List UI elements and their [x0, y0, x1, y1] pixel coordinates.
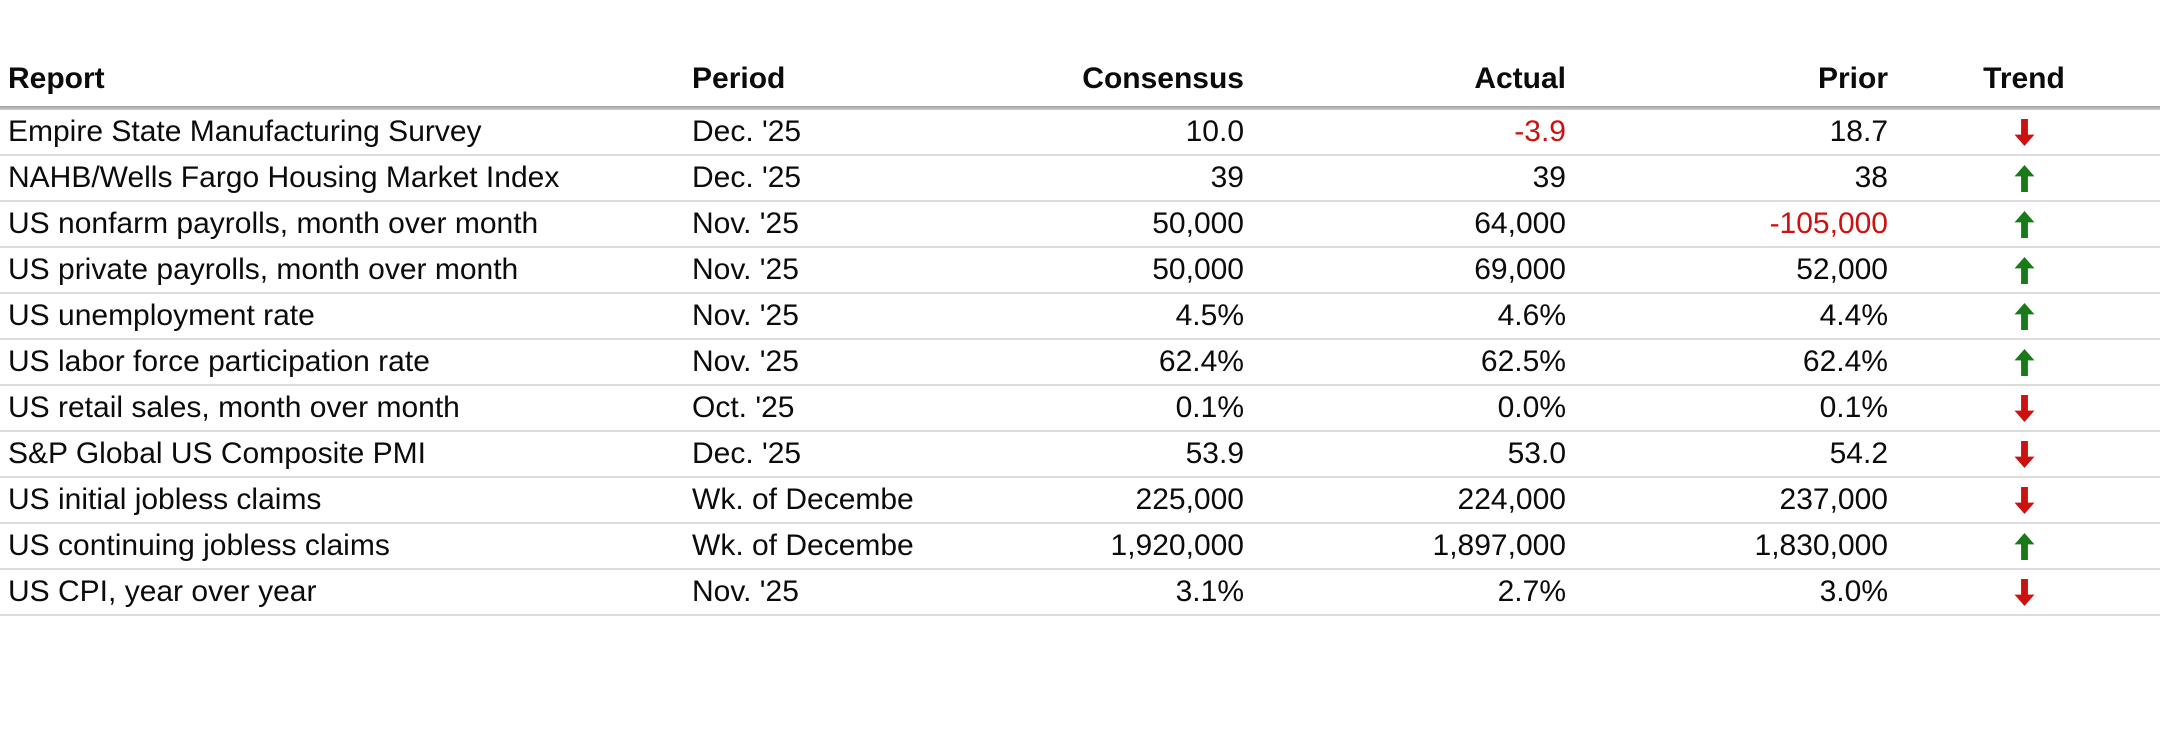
cell-actual-value: 62.5%: [1480, 345, 1566, 378]
economic-reports-table: Report Period Consensus Actual Prior Tre…: [0, 52, 2160, 616]
cell-prior-value: 0.1%: [1819, 391, 1888, 424]
cell-report-name: US CPI, year over year: [8, 575, 317, 608]
table-row: S&P Global US Composite PMI Dec. '25 53.…: [0, 432, 2160, 478]
cell-prior-value: 4.4%: [1819, 299, 1888, 332]
cell-report-name: Empire State Manufacturing Survey: [8, 115, 482, 148]
table-row: US private payrolls, month over month No…: [0, 248, 2160, 294]
cell-prior-value: 1,830,000: [1754, 529, 1888, 562]
cell-actual-value: 2.7%: [1497, 575, 1566, 608]
table-row: US continuing jobless claims Wk. of Dece…: [0, 524, 2160, 570]
cell-actual-value: 69,000: [1474, 253, 1566, 286]
trend-arrow-icon: [2014, 118, 2034, 146]
cell-prior-value: -105,000: [1769, 207, 1888, 240]
cell-trend: [1888, 348, 2160, 376]
cell-trend: [1888, 486, 2160, 514]
cell-report-name: US unemployment rate: [8, 299, 315, 332]
cell-report-name: US initial jobless claims: [8, 483, 322, 516]
cell-consensus-value: 225,000: [1135, 483, 1244, 516]
header-divider-rule: [0, 106, 2160, 110]
cell-trend: [1888, 394, 2160, 422]
cell-trend: [1888, 164, 2160, 192]
cell-actual-value: 224,000: [1457, 483, 1566, 516]
cell-report-name: US private payrolls, month over month: [8, 253, 519, 286]
cell-consensus-value: 50,000: [1152, 207, 1244, 240]
cell-report-name: S&P Global US Composite PMI: [8, 437, 426, 470]
trend-arrow-icon: [2014, 256, 2034, 284]
cell-period: Nov. '25: [692, 253, 799, 286]
cell-period: Dec. '25: [692, 115, 802, 148]
cell-consensus-value: 1,920,000: [1110, 529, 1244, 562]
cell-consensus-value: 50,000: [1152, 253, 1244, 286]
trend-arrow-icon: [2014, 440, 2034, 468]
cell-trend: [1888, 118, 2160, 146]
cell-trend: [1888, 302, 2160, 330]
cell-prior-value: 18.7: [1829, 115, 1888, 148]
trend-arrow-icon: [2014, 486, 2034, 514]
trend-arrow-icon: [2014, 302, 2034, 330]
column-header-actual: Actual: [1474, 62, 1566, 95]
cell-period: Wk. of Decembe: [692, 529, 914, 562]
cell-actual-value: 4.6%: [1497, 299, 1566, 332]
table-row: NAHB/Wells Fargo Housing Market Index De…: [0, 156, 2160, 202]
table-row: Empire State Manufacturing Survey Dec. '…: [0, 110, 2160, 156]
column-header-prior: Prior: [1817, 62, 1888, 95]
cell-consensus-value: 0.1%: [1175, 391, 1244, 424]
cell-prior-value: 237,000: [1779, 483, 1888, 516]
table-row: US nonfarm payrolls, month over month No…: [0, 202, 2160, 248]
cell-consensus-value: 53.9: [1185, 437, 1244, 470]
cell-period: Nov. '25: [692, 575, 799, 608]
column-header-report: Report: [8, 62, 105, 95]
cell-trend: [1888, 532, 2160, 560]
cell-period: Oct. '25: [692, 391, 795, 424]
table-row: US labor force participation rate Nov. '…: [0, 340, 2160, 386]
cell-prior-value: 52,000: [1796, 253, 1888, 286]
cell-actual-value: 0.0%: [1497, 391, 1566, 424]
table-row: US CPI, year over year Nov. '25 3.1% 2.7…: [0, 570, 2160, 616]
cell-trend: [1888, 256, 2160, 284]
column-header-consensus: Consensus: [1082, 62, 1244, 95]
cell-report-name: US labor force participation rate: [8, 345, 430, 378]
cell-consensus-value: 10.0: [1185, 115, 1244, 148]
table-body: Empire State Manufacturing Survey Dec. '…: [0, 110, 2160, 616]
cell-period: Dec. '25: [692, 161, 802, 194]
cell-consensus-value: 3.1%: [1175, 575, 1244, 608]
cell-period: Nov. '25: [692, 345, 799, 378]
trend-arrow-icon: [2014, 210, 2034, 238]
cell-consensus-value: 4.5%: [1175, 299, 1244, 332]
cell-consensus-value: 62.4%: [1158, 345, 1244, 378]
trend-arrow-icon: [2014, 164, 2034, 192]
cell-period: Nov. '25: [692, 207, 799, 240]
cell-consensus-value: 39: [1210, 161, 1244, 194]
cell-period: Wk. of Decembe: [692, 483, 914, 516]
trend-arrow-icon: [2014, 532, 2034, 560]
cell-prior-value: 62.4%: [1802, 345, 1888, 378]
trend-arrow-icon: [2014, 578, 2034, 606]
cell-actual-value: 53.0: [1507, 437, 1566, 470]
cell-trend: [1888, 210, 2160, 238]
cell-trend: [1888, 440, 2160, 468]
trend-arrow-icon: [2014, 348, 2034, 376]
table-row: US unemployment rate Nov. '25 4.5% 4.6% …: [0, 294, 2160, 340]
table-row: US retail sales, month over month Oct. '…: [0, 386, 2160, 432]
cell-actual-value: 39: [1532, 161, 1566, 194]
cell-prior-value: 38: [1854, 161, 1888, 194]
column-header-period: Period: [692, 62, 786, 95]
cell-actual-value: -3.9: [1514, 115, 1566, 148]
cell-report-name: NAHB/Wells Fargo Housing Market Index: [8, 161, 560, 194]
trend-arrow-icon: [2014, 394, 2034, 422]
cell-prior-value: 54.2: [1829, 437, 1888, 470]
cell-period: Dec. '25: [692, 437, 802, 470]
cell-period: Nov. '25: [692, 299, 799, 332]
cell-prior-value: 3.0%: [1819, 575, 1888, 608]
table-row: US initial jobless claims Wk. of Decembe…: [0, 478, 2160, 524]
cell-trend: [1888, 578, 2160, 606]
cell-actual-value: 1,897,000: [1432, 529, 1566, 562]
table-header-row: Report Period Consensus Actual Prior Tre…: [0, 52, 2160, 106]
column-header-trend: Trend: [1983, 62, 2065, 95]
cell-report-name: US nonfarm payrolls, month over month: [8, 207, 539, 240]
cell-actual-value: 64,000: [1474, 207, 1566, 240]
cell-report-name: US continuing jobless claims: [8, 529, 390, 562]
cell-report-name: US retail sales, month over month: [8, 391, 460, 424]
